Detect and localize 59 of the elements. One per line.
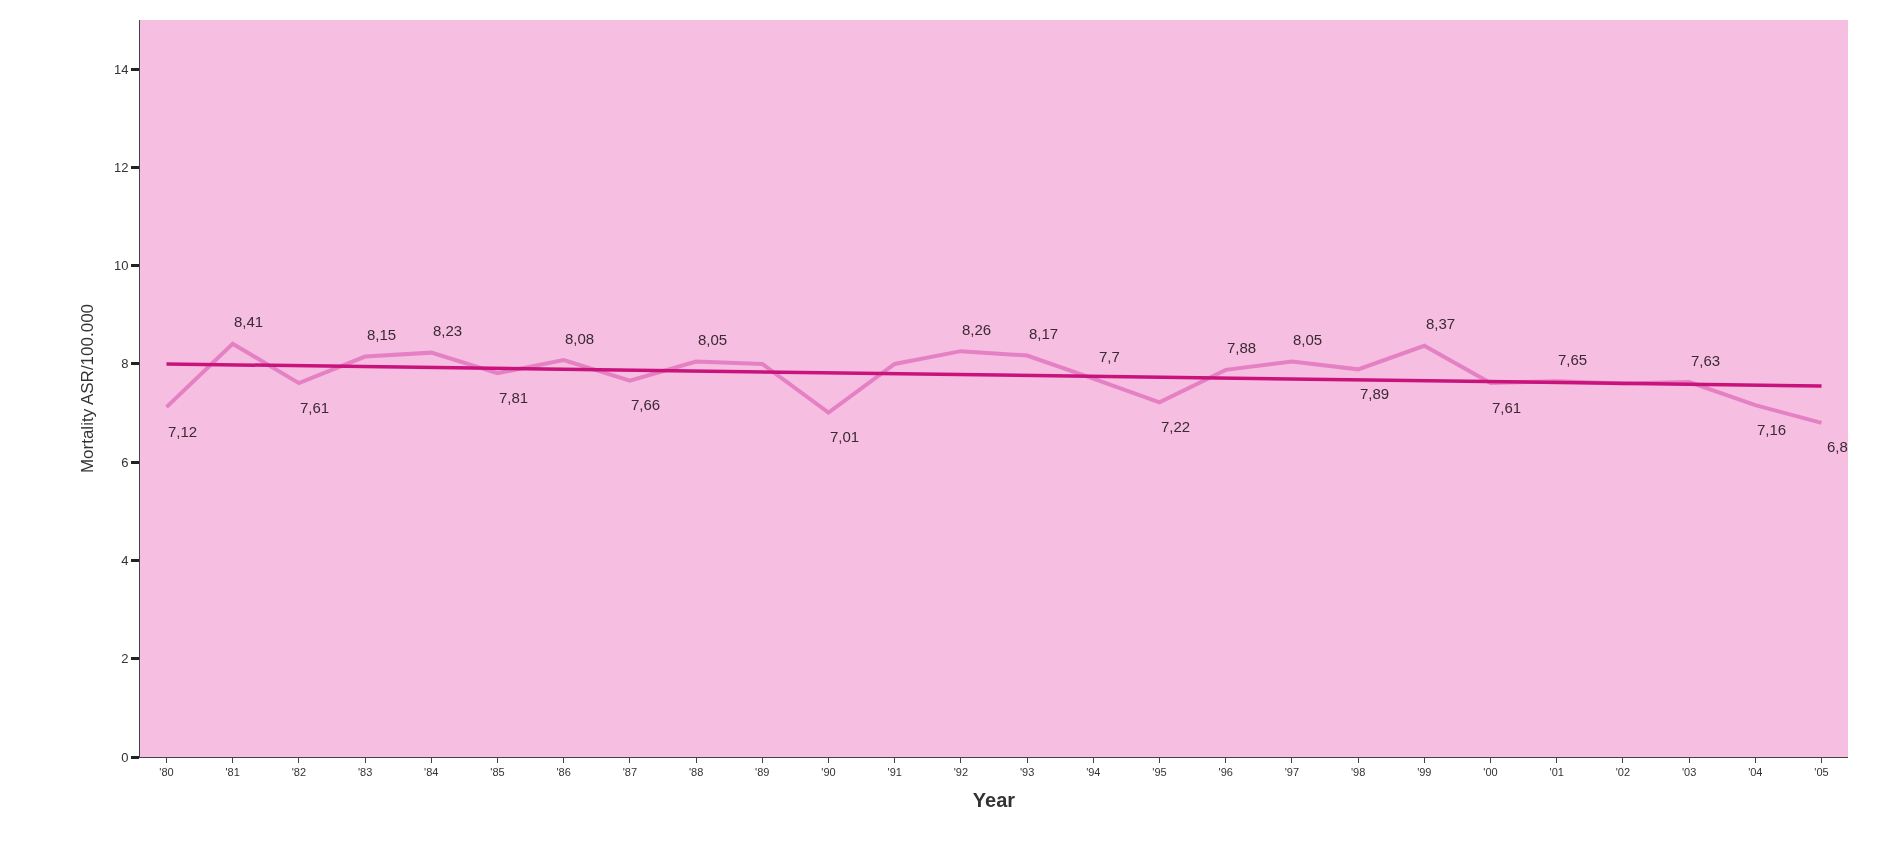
x-tick-label: '87 — [622, 766, 638, 779]
y-tick-label: 8 — [121, 356, 129, 372]
x-tick-label: '97 — [1284, 766, 1300, 779]
data-label: 7,63 — [1691, 352, 1721, 369]
data-label: 7,81 — [499, 389, 529, 406]
y-tick-label: 4 — [121, 553, 129, 569]
data-label: 8,41 — [234, 313, 264, 330]
data-label: 7,01 — [830, 428, 860, 445]
x-tick-label: '92 — [953, 766, 969, 779]
data-label: 7,16 — [1757, 421, 1787, 438]
y-tick-label: 0 — [121, 749, 129, 765]
x-tick-label: '95 — [1152, 766, 1167, 779]
data-label: 7,66 — [631, 396, 661, 413]
data-label: 8,26 — [962, 321, 992, 338]
x-tick-label: '82 — [291, 766, 307, 779]
x-tick-label: '04 — [1748, 766, 1763, 779]
x-tick-label: '89 — [755, 766, 770, 779]
y-tick-label: 10 — [113, 258, 129, 274]
x-tick-label: '91 — [887, 766, 902, 779]
data-label: 7,12 — [168, 423, 198, 440]
x-tick-label: '85 — [490, 766, 505, 779]
data-label: 7,65 — [1558, 351, 1588, 368]
x-tick-label: '93 — [1019, 766, 1035, 779]
x-tick-label: '86 — [556, 766, 571, 779]
data-label: 8,05 — [698, 331, 728, 348]
data-label: 7,89 — [1360, 385, 1390, 402]
data-label: 8,37 — [1426, 315, 1456, 332]
x-tick-label: '05 — [1814, 766, 1829, 779]
data-label: 7,88 — [1227, 339, 1257, 356]
x-tick-label: '03 — [1681, 766, 1697, 779]
x-tick-label: '83 — [357, 766, 373, 779]
data-label: 7,22 — [1161, 418, 1191, 435]
data-label: 7,7 — [1099, 348, 1120, 365]
data-label: 8,08 — [565, 330, 595, 347]
y-tick-label: 2 — [121, 651, 129, 667]
data-label: 8,23 — [433, 322, 463, 339]
data-label: 8,17 — [1029, 325, 1059, 342]
x-tick-label: '80 — [159, 766, 174, 779]
data-label: 7,61 — [1492, 399, 1522, 416]
y-tick-label: 14 — [113, 61, 129, 77]
x-tick-label: '96 — [1218, 766, 1233, 779]
y-tick-label: 6 — [121, 454, 129, 470]
x-tick-label: '01 — [1549, 766, 1564, 779]
x-tick-label: '94 — [1086, 766, 1101, 779]
x-tick-label: '81 — [225, 766, 240, 779]
x-tick-label: '90 — [821, 766, 836, 779]
data-label: 8,15 — [367, 326, 397, 343]
y-axis-title: Mortality ASR/100.000 — [78, 303, 98, 474]
x-axis-title: Year — [972, 788, 1016, 811]
data-label: 7,61 — [300, 399, 330, 416]
x-tick-label: '84 — [424, 766, 439, 779]
x-tick-label: '88 — [688, 766, 704, 779]
x-tick-label: '02 — [1615, 766, 1631, 779]
x-tick-label: '00 — [1483, 766, 1498, 779]
x-tick-label: '99 — [1417, 766, 1432, 779]
data-label: 6,8 — [1827, 438, 1848, 455]
data-label: 8,05 — [1293, 331, 1323, 348]
y-tick-label: 12 — [113, 159, 129, 175]
x-tick-label: '98 — [1350, 766, 1366, 779]
